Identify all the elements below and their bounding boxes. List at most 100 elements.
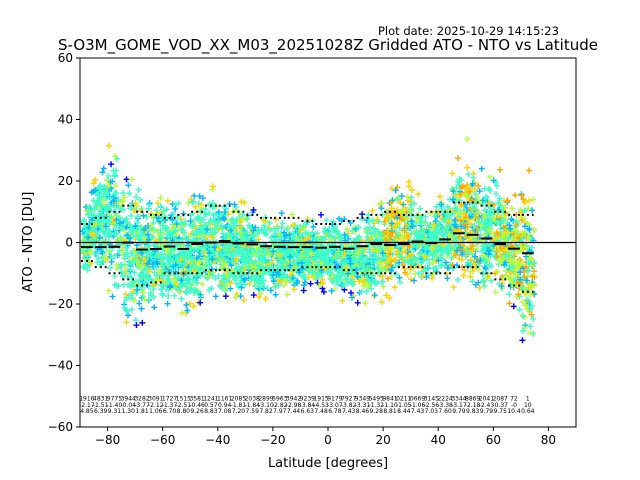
data-point <box>202 222 209 229</box>
bin-mean-text: -2.56 <box>424 402 440 409</box>
data-point <box>333 274 340 281</box>
data-point <box>378 205 385 212</box>
data-point <box>480 277 487 284</box>
data-point <box>508 216 515 223</box>
data-point <box>164 197 171 204</box>
data-point <box>165 292 172 299</box>
data-point <box>314 233 321 240</box>
data-point <box>394 196 401 203</box>
data-point <box>372 228 379 235</box>
data-point <box>515 291 522 298</box>
bin-std-text: 9.28 <box>370 408 384 415</box>
data-point <box>345 270 352 277</box>
data-point <box>241 199 248 206</box>
data-point <box>189 276 196 283</box>
data-point <box>417 219 424 226</box>
data-point <box>283 259 290 266</box>
data-point <box>128 306 135 313</box>
data-point <box>227 280 234 287</box>
bin-mean-text: -2.18 <box>465 402 481 409</box>
data-point <box>479 252 486 259</box>
data-point <box>480 256 487 263</box>
bin-mean-text: -3.77 <box>134 402 150 409</box>
data-point <box>516 306 523 313</box>
bin-std-text: 7.59 <box>246 408 260 415</box>
data-point <box>172 205 179 212</box>
data-point <box>227 227 234 234</box>
data-point <box>310 223 317 230</box>
data-point <box>109 178 116 185</box>
data-point <box>466 188 473 195</box>
data-point <box>415 270 422 277</box>
data-point <box>222 261 229 268</box>
x-tick-label: 40 <box>431 433 446 447</box>
data-point <box>300 287 307 294</box>
data-point <box>90 225 97 232</box>
bin-mean-text: -1.84 <box>244 402 260 409</box>
data-point <box>467 256 474 263</box>
data-point <box>501 213 508 220</box>
data-point <box>447 245 454 252</box>
data-point <box>509 236 516 243</box>
data-point <box>429 252 436 259</box>
bin-std-text: 8.81 <box>383 408 397 415</box>
data-point <box>276 272 283 279</box>
bin-std-text: 8.44 <box>397 408 411 415</box>
data-point <box>423 274 430 281</box>
data-point <box>112 203 119 210</box>
data-point <box>277 259 284 266</box>
data-point <box>298 259 305 266</box>
data-point <box>190 198 197 205</box>
data-point <box>455 179 462 186</box>
data-point <box>135 213 142 220</box>
data-point <box>396 225 403 232</box>
data-point <box>300 274 307 281</box>
data-point <box>302 279 309 286</box>
data-point <box>163 206 170 213</box>
bin-count-text: 9349 <box>355 396 370 403</box>
data-point <box>128 226 135 233</box>
data-point <box>139 319 146 326</box>
data-point <box>237 293 244 300</box>
data-point <box>326 225 333 232</box>
data-point <box>405 259 412 266</box>
data-point <box>297 227 304 234</box>
data-point <box>408 251 415 258</box>
data-point <box>319 280 326 287</box>
data-point <box>479 243 486 250</box>
data-point <box>503 198 510 205</box>
data-point <box>337 234 344 241</box>
data-point <box>106 221 113 228</box>
bin-count-text: 3344 <box>451 396 466 403</box>
data-point <box>439 256 446 263</box>
data-point <box>382 253 389 260</box>
data-point <box>338 259 345 266</box>
data-point <box>506 276 513 283</box>
data-point <box>464 249 471 256</box>
data-point <box>420 268 427 275</box>
data-point <box>244 229 251 236</box>
data-point <box>461 267 468 274</box>
data-point <box>113 265 120 272</box>
data-point <box>304 252 311 259</box>
data-point <box>270 278 277 285</box>
data-point <box>106 142 113 149</box>
bin-mean-text: 0.94 <box>218 402 232 409</box>
data-point <box>169 216 176 223</box>
data-point <box>202 206 209 213</box>
data-point <box>102 191 109 198</box>
data-point <box>512 222 519 229</box>
data-point <box>205 254 212 261</box>
data-point <box>530 315 537 322</box>
data-point <box>108 161 115 168</box>
data-point <box>138 225 145 232</box>
data-point <box>113 222 120 229</box>
bin-mean-text: -3.38 <box>437 402 453 409</box>
data-point <box>184 307 191 314</box>
data-point <box>482 265 489 272</box>
bin-std-text: 7.97 <box>273 408 287 415</box>
data-point <box>522 302 529 309</box>
data-point <box>133 193 140 200</box>
data-point <box>125 261 132 268</box>
data-point <box>513 266 520 273</box>
